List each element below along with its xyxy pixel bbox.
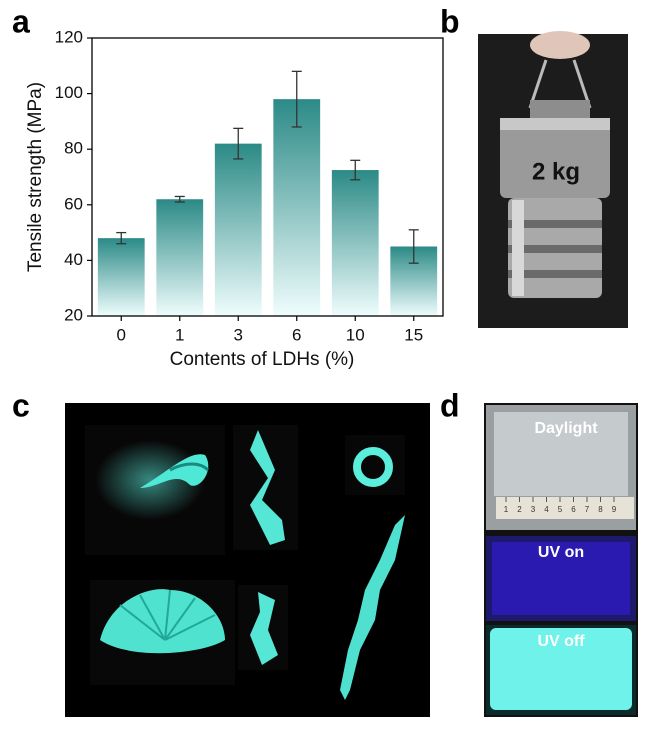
y-tick-label: 80: [64, 139, 83, 158]
uv-off-label: UV off: [537, 633, 585, 650]
x-tick-label: 6: [292, 325, 301, 344]
ruler-mark: 6: [571, 505, 576, 514]
error-bar: [350, 159, 361, 181]
x-tick-label: 3: [234, 325, 243, 344]
panel-label: a: [12, 3, 30, 39]
x-tick-label: 10: [346, 325, 365, 344]
panel-label: b: [440, 3, 460, 39]
x-tick-label: 0: [117, 325, 126, 344]
bar: [156, 199, 204, 316]
panel-label: c: [12, 387, 30, 423]
y-tick-label: 40: [64, 250, 83, 269]
uv-on-label: UV on: [538, 544, 584, 561]
error-bar: [116, 231, 127, 245]
error-bar: [174, 195, 185, 203]
glow-photo: [65, 403, 430, 717]
weight-label: 2 kg: [532, 158, 580, 185]
y-tick-label: 20: [64, 305, 83, 324]
error-bar: [233, 127, 244, 160]
ruler-mark: 1: [504, 505, 509, 514]
y-tick-label: 60: [64, 194, 83, 213]
error-bar: [291, 70, 302, 128]
weight-photo: 2 kg: [478, 31, 628, 328]
ruler-mark: 7: [585, 505, 590, 514]
x-tick-label: 1: [175, 325, 184, 344]
bar: [273, 99, 321, 316]
x-axis-label: Contents of LDHs (%): [170, 349, 355, 370]
y-tick-label: 100: [55, 83, 83, 102]
bar: [97, 238, 145, 316]
plot-frame: [91, 37, 444, 317]
ruler-mark: 5: [558, 505, 563, 514]
panel-label: d: [440, 387, 460, 423]
bar: [214, 143, 262, 316]
ruler-mark: 3: [531, 505, 536, 514]
bar: [331, 170, 379, 316]
ruler-mark: 9: [612, 505, 617, 514]
y-axis-label: Tensile strength (MPa): [25, 82, 46, 272]
ruler-mark: 2: [517, 505, 522, 514]
error-bar: [408, 229, 419, 264]
daylight-label: Daylight: [534, 420, 598, 437]
ruler-mark: 4: [544, 505, 549, 514]
ruler-mark: 8: [598, 505, 603, 514]
bar-chart: 20 40 60 80 100 120 0 1 3 6 10 15: [55, 27, 444, 344]
x-tick-label: 15: [404, 325, 423, 344]
y-tick-label: 120: [55, 27, 83, 46]
